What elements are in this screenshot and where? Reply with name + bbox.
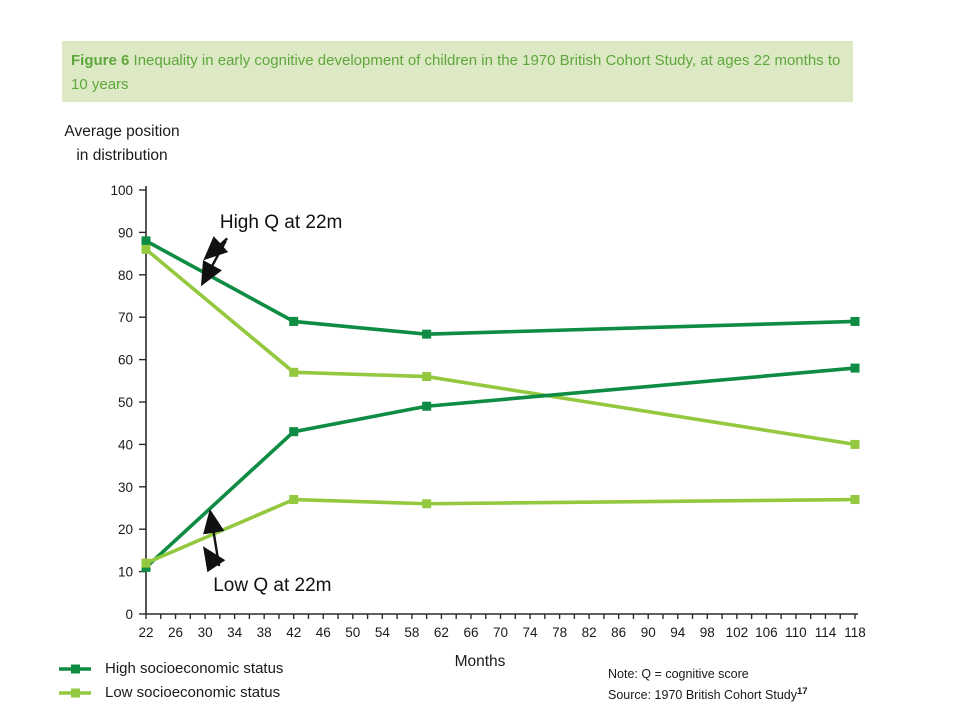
x-tick-label: 46	[316, 625, 331, 640]
annotation-arrow	[203, 236, 229, 261]
citation-superscript: 17	[797, 686, 808, 697]
x-tick-label: 34	[227, 625, 243, 640]
x-tick-label: 82	[582, 625, 597, 640]
data-point-marker	[141, 236, 151, 246]
x-axis-title: Months	[454, 653, 506, 670]
x-tick-label: 38	[257, 625, 272, 640]
series-line	[145, 239, 856, 336]
series-4	[141, 495, 860, 568]
data-point-marker	[850, 495, 860, 505]
data-point-marker	[422, 329, 432, 339]
note-text: Note: Q = cognitive score	[608, 667, 749, 681]
y-tick-label: 20	[118, 522, 133, 537]
legend-item-high-ses: High socioeconomic status	[58, 656, 283, 680]
legend-item-low-ses: Low socioeconomic status	[58, 680, 283, 704]
figure-title: Inequality in early cognitive developmen…	[71, 52, 841, 93]
x-tick-label: 98	[700, 625, 715, 640]
x-tick-label: 42	[286, 625, 301, 640]
x-tick-label: 114	[815, 625, 837, 640]
legend-swatch-graphic	[59, 664, 91, 674]
annotation-arrow	[203, 546, 226, 573]
y-tick-label: 0	[125, 607, 133, 622]
y-tick-label: 90	[118, 225, 133, 240]
legend: High socioeconomic status Low socioecono…	[58, 656, 283, 704]
legend-swatch-graphic	[59, 688, 91, 698]
data-point-marker	[850, 363, 860, 373]
x-tick-label: 78	[552, 625, 567, 640]
source-label: Source: 1970 British Cohort Study	[608, 688, 797, 703]
x-tick-label: 30	[198, 625, 213, 640]
y-axis-title: Average position in distribution	[64, 123, 180, 164]
y-tick-label: 70	[118, 310, 133, 325]
x-tick-label: 62	[434, 625, 449, 640]
legend-marker	[71, 688, 80, 698]
legend-marker	[71, 664, 80, 674]
series-3	[141, 363, 860, 572]
x-tick-label: 58	[404, 625, 419, 640]
data-point-marker	[422, 499, 432, 509]
x-tick-label: 50	[345, 625, 360, 640]
x-tick-label: 90	[641, 625, 656, 640]
x-tick-label: 86	[611, 625, 626, 640]
series-1	[141, 236, 860, 339]
series-line	[145, 497, 856, 565]
x-tick-label: 74	[523, 625, 539, 640]
y-tick-label: 100	[110, 183, 133, 198]
data-point-marker	[141, 244, 151, 254]
data-point-marker	[422, 372, 432, 382]
y-tick-label: 60	[118, 353, 133, 368]
x-tick-label: 66	[463, 625, 478, 640]
x-tick-label: 94	[670, 625, 686, 640]
legend-label-high-ses: High socioeconomic status	[105, 659, 284, 677]
data-point-marker	[850, 439, 860, 449]
x-tick-label: 26	[168, 625, 183, 640]
data-point-marker	[141, 558, 151, 568]
annotation-label: Low Q at 22m	[213, 575, 331, 596]
legend-swatch-high-ses	[58, 662, 92, 674]
annotation-label: High Q at 22m	[220, 212, 343, 233]
series-line	[144, 247, 856, 447]
y-tick-label: 80	[118, 268, 133, 283]
y-tick-label: 50	[118, 395, 133, 410]
y-tick-label: 40	[118, 437, 133, 452]
series-2	[141, 244, 860, 449]
data-point-marker	[289, 367, 299, 377]
legend-label-low-ses: Low socioeconomic status	[105, 683, 281, 701]
x-tick-label: 110	[785, 625, 807, 640]
y-tick-label: 10	[118, 565, 133, 580]
y-tick-label: 30	[118, 480, 133, 495]
annotation-arrow	[200, 240, 227, 287]
x-tick-label: 22	[138, 625, 153, 640]
x-tick-label: 102	[726, 625, 749, 640]
legend-swatch-low-ses	[58, 686, 92, 698]
x-tick-label: 106	[755, 625, 778, 640]
data-point-marker	[289, 316, 299, 326]
x-tick-label: 54	[375, 625, 391, 640]
x-tick-label: 70	[493, 625, 508, 640]
source-text: Source: 1970 British Cohort Study17	[608, 683, 808, 704]
data-point-marker	[289, 495, 299, 505]
figure-number: Figure 6	[71, 52, 130, 69]
x-tick-label: 118	[844, 625, 866, 640]
data-point-marker	[289, 427, 299, 437]
data-point-marker	[422, 401, 432, 411]
notes-block: Note: Q = cognitive score Source: 1970 B…	[608, 665, 808, 704]
series-line	[144, 366, 856, 569]
line-chart: 0 10 20 30 40 50 60 70 80 90 100 22 26 30 34 38 42 46 50 54…	[110, 183, 866, 640]
data-point-marker	[850, 316, 860, 326]
figure-title-banner: Figure 6 Inequality in early cognitive d…	[62, 41, 853, 102]
